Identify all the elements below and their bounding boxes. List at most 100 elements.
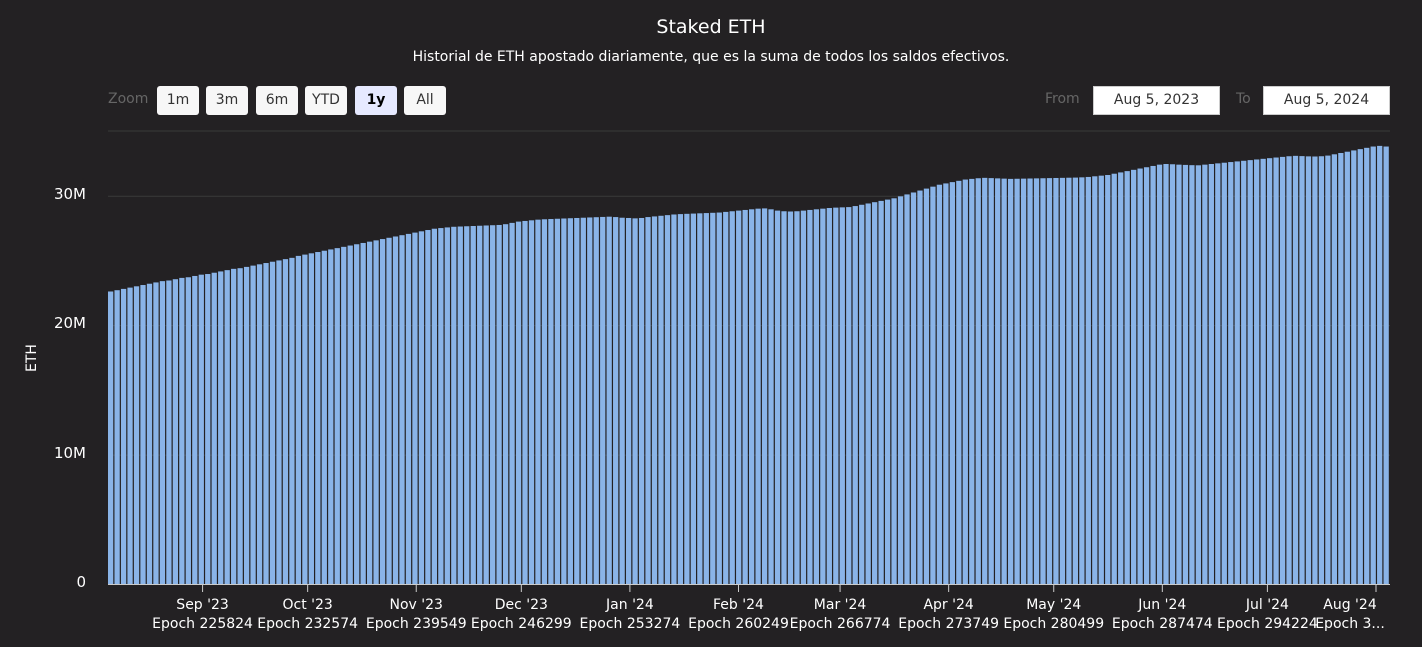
y-tick-label: 0 (76, 573, 86, 591)
bar (120, 288, 127, 584)
bar (341, 246, 347, 584)
bar (231, 268, 237, 584)
bar (774, 210, 781, 584)
bar (897, 196, 904, 585)
bar (373, 240, 379, 584)
bar (1182, 164, 1189, 584)
bar (392, 236, 399, 585)
bar (1247, 160, 1253, 584)
from-date-input[interactable]: Aug 5, 2023 (1093, 86, 1220, 115)
bar (425, 230, 431, 584)
bar (956, 180, 962, 584)
bar (1169, 164, 1176, 584)
x-tick-epoch: Epoch 287474 (1111, 616, 1213, 632)
bar (243, 266, 250, 584)
bar (723, 211, 729, 584)
bar (548, 219, 554, 584)
bar (282, 259, 289, 584)
chart-subtitle: Historial de ETH apostado diariamente, q… (412, 49, 1010, 65)
bar (1098, 175, 1104, 584)
x-tick-label: Jun '24 Epoch 287474 (1112, 596, 1213, 634)
bar (295, 255, 302, 584)
bar (1195, 165, 1202, 585)
x-tick-label: Aug '24 Epoch 3... (1315, 596, 1385, 634)
zoom-3m-button[interactable]: 3m (206, 86, 248, 115)
bar (133, 286, 140, 584)
bar (1020, 178, 1027, 584)
x-tick-month: Aug '24 (1323, 597, 1377, 613)
bar (969, 178, 975, 584)
x-tick-month: Jun '24 (1138, 597, 1187, 613)
zoom-1m-button[interactable]: 1m (157, 86, 199, 115)
bar (884, 199, 891, 584)
bar (457, 226, 463, 584)
bar (1351, 150, 1357, 584)
bar (975, 178, 981, 585)
bar (1234, 161, 1240, 585)
bar (852, 206, 858, 584)
bar (651, 216, 658, 585)
bar (561, 218, 567, 585)
bar (833, 207, 839, 584)
bar (1221, 162, 1227, 584)
bar (1286, 156, 1292, 585)
x-tick-month: Jan '24 (606, 597, 654, 613)
bar (697, 213, 703, 584)
x-tick-epoch: Epoch 239549 (365, 616, 467, 632)
bar (1208, 164, 1214, 584)
bar (515, 221, 522, 584)
bar (1027, 178, 1033, 584)
x-tick-month: Apr '24 (923, 597, 974, 613)
bar (917, 190, 923, 585)
bar (638, 217, 645, 585)
bar (114, 290, 120, 584)
zoom-all-button[interactable]: All (404, 86, 446, 115)
bar (405, 233, 412, 584)
bar (787, 211, 794, 584)
bar (1143, 167, 1150, 585)
bar (1040, 178, 1046, 585)
bar (872, 202, 878, 584)
bar (703, 213, 709, 584)
bar (930, 186, 936, 584)
x-tick-month: Nov '23 (389, 597, 443, 613)
x-tick-epoch: Epoch 294224 (1217, 616, 1318, 632)
x-tick-marks (202, 584, 1377, 592)
x-tick-month: May '24 (1026, 597, 1082, 613)
y-axis-title: ETH (24, 344, 40, 372)
bar (949, 182, 955, 584)
x-tick-label: Dec '23 Epoch 246299 (471, 596, 572, 634)
bar (1053, 177, 1059, 585)
bar (1364, 147, 1370, 584)
bar (580, 217, 586, 584)
to-date-input[interactable]: Aug 5, 2024 (1263, 86, 1390, 115)
bar (606, 216, 612, 584)
bar (736, 210, 742, 584)
bar (962, 179, 968, 585)
bar (1176, 164, 1182, 584)
bar (878, 200, 884, 584)
x-tick-label: May '24 Epoch 280499 (1003, 596, 1104, 634)
bar (865, 203, 871, 585)
bar (1312, 156, 1318, 584)
y-tick-label: 10M (53, 443, 86, 462)
bar (794, 211, 800, 584)
zoom-6m-button[interactable]: 6m (256, 86, 298, 115)
bar (755, 208, 761, 584)
bar (146, 283, 153, 584)
zoom-ytd-button[interactable]: YTD (305, 86, 347, 115)
zoom-1y-button[interactable]: 1y (355, 86, 397, 115)
bar (528, 220, 535, 584)
bar (1273, 157, 1279, 584)
bar (451, 226, 457, 584)
bar (1228, 162, 1234, 584)
x-tick-month: Sep '23 (176, 597, 229, 613)
bar (386, 237, 392, 584)
bar (237, 268, 243, 584)
y-tick-label: 20M (53, 314, 86, 333)
x-tick-month: Oct '23 (282, 597, 333, 613)
bar (846, 207, 852, 584)
x-tick-epoch: Epoch 246299 (470, 616, 572, 632)
bar (1001, 178, 1007, 584)
bar (690, 213, 696, 584)
